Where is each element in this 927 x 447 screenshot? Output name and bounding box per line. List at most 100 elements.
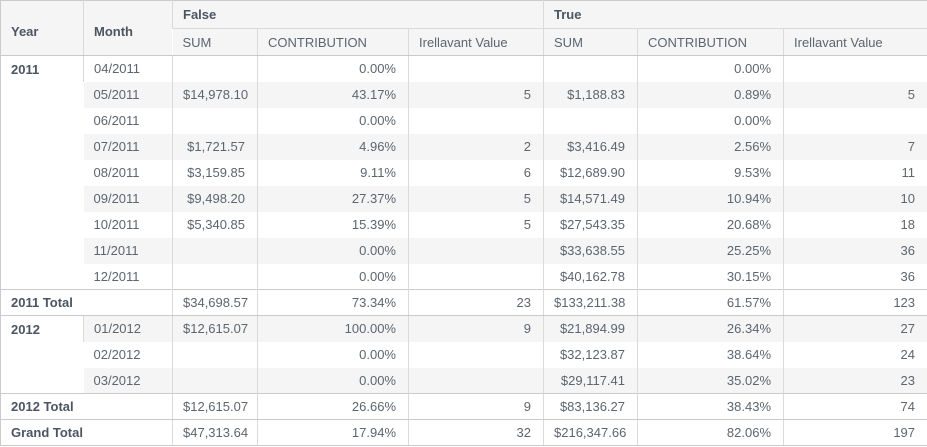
month-row: 06/2011 0.00% 0.00% [1,107,927,134]
false-contribution-cell: 0.00% [257,263,409,290]
true-irrelevant-value-header[interactable]: Irellavant Value [783,28,927,56]
true-sum-cell: $83,136.27 [543,393,638,420]
false-contribution-header[interactable]: CONTRIBUTION [257,28,409,56]
true-irrelevant-value-cell: 36 [783,263,927,290]
false-contribution-cell: 26.66% [257,393,409,420]
group-header-row: Year Month False True [0,0,927,56]
true-irrelevant-value-cell: 10 [783,185,927,212]
month-row: 12/2011 0.00% $40,162.78 30.15% 36 [1,263,927,290]
year-column-header[interactable]: Year [0,0,84,56]
true-sum-header[interactable]: SUM [543,28,638,56]
month-column-header[interactable]: Month [83,0,173,56]
true-sum-cell: $40,162.78 [543,263,638,290]
false-contribution-cell: 0.00% [257,367,409,394]
false-sum-cell: $14,978.10 [172,81,258,108]
month-cell: 12/2011 [93,268,140,284]
false-sum-cell: $5,340.85 [172,211,258,238]
false-contribution-cell: 43.17% [257,81,409,108]
pivot-table-body: 2011 04/2011 0.00% 0.00% 05/2011 $14,978.10 43… [0,55,927,446]
true-sum-cell: $27,543.35 [543,211,638,238]
month-row: 10/2011 $5,340.85 15.39% 5 $27,543.35 20.68% 1… [1,211,927,238]
month-row: 09/2011 $9,498.20 27.37% 5 $14,571.49 10.94% 1… [1,185,927,212]
month-cell: 03/2012 [83,367,173,394]
false-irrelevant-value-cell: 5 [407,211,544,238]
false-sum-cell: $9,498.20 [172,185,258,212]
true-sum-cell: $216,347.66 [543,419,638,446]
false-sum-cell [172,55,258,82]
month-row: 02/2012 0.00% $32,123.87 38.64% 24 [1,341,927,368]
false-irrelevant-value-cell [407,263,544,290]
month-row: 08/2011 $3,159.85 9.11% 6 $12,689.90 9.53% 11 [1,159,927,186]
false-sum-cell [172,341,258,368]
true-contribution-cell: 38.43% [637,393,784,420]
total-label-cell: Grand Total [0,419,173,446]
false-sum-cell: $12,615.07 [172,315,258,342]
month-row: 05/2011 $14,978.10 43.17% 5 $1,188.83 0.89% 5 [1,81,927,108]
month-cell: 08/2011 [93,165,140,180]
true-irrelevant-value-cell: 11 [783,159,927,186]
false-contribution-cell: 73.34% [257,289,409,316]
false-irrelevant-value-cell [407,107,544,134]
pivot-table-header: Year Month False True SUM CONTRIBUTION I… [0,0,927,56]
true-contribution-cell: 30.15% [637,263,784,290]
true-irrelevant-value-cell: 7 [783,133,927,160]
month-cell: 11/2011 [83,237,173,264]
false-sum-cell: $34,698.57 [172,289,258,316]
sub-header-row: SUM CONTRIBUTION Irellavant Value SUM CO… [1,28,927,56]
true-irrelevant-value-cell: 23 [783,367,927,394]
true-irrelevant-value-cell: 24 [783,341,927,368]
month-cell: 06/2011 [93,113,140,128]
month-row: 11/2011 0.00% $33,638.55 25.25% 36 [1,237,927,264]
true-contribution-cell: 61.57% [637,289,784,316]
month-row: 2011 04/2011 0.00% 0.00% [0,55,927,290]
true-contribution-cell: 0.89% [637,81,784,108]
group-header-false[interactable]: False [171,0,544,29]
month-cell: 01/2012 [83,315,173,342]
month-row: 03/2012 0.00% $29,117.41 35.02% 23 [1,367,927,394]
total-label-cell: 2011 Total [0,289,173,316]
false-sum-cell: $47,313.64 [172,419,258,446]
false-contribution-cell: 100.00% [257,315,409,342]
false-contribution-cell: 15.39% [257,211,409,238]
false-contribution-cell: 0.00% [257,341,409,368]
true-irrelevant-value-cell: 36 [783,237,927,264]
true-sum-cell: $21,894.99 [543,315,638,342]
false-irrelevant-value-header[interactable]: Irellavant Value [407,28,544,56]
false-irrelevant-value-cell: 32 [407,419,544,446]
true-contribution-cell: 9.53% [637,159,784,186]
true-contribution-cell: 35.02% [637,367,784,394]
true-sum-cell: $1,188.83 [543,81,638,108]
false-contribution-cell: 27.37% [257,185,409,212]
false-irrelevant-value-cell: 2 [407,133,544,160]
month-cell: 05/2011 [83,81,173,108]
year-cell: 2012 [0,315,84,394]
false-sum-cell: $12,615.07 [172,393,258,420]
true-sum-cell: $12,689.90 [543,159,638,186]
false-contribution-cell: 17.94% [257,419,409,446]
true-sum-cell: $133,211.38 [543,289,638,316]
false-sum-cell [172,107,258,134]
true-irrelevant-value-cell: 5 [783,81,927,108]
month-row: 07/2011 $1,721.57 4.96% 2 $3,416.49 2.56% 7 [1,133,927,160]
true-irrelevant-value-cell: 18 [783,211,927,238]
false-contribution-cell: 9.11% [257,159,409,186]
month-cell: 10/2011 [93,217,140,232]
true-contribution-cell: 20.68% [637,211,784,238]
total-row: 2012 Total $12,615.07 26.66% 9 $83,136.27 38.… [0,393,927,420]
month-cell: 07/2011 [83,133,173,160]
true-contribution-header[interactable]: CONTRIBUTION [637,28,784,56]
true-contribution-cell: 2.56% [637,133,784,160]
false-irrelevant-value-cell: 9 [407,393,544,420]
month-cell: 04/2011 [83,55,173,82]
true-irrelevant-value-cell: 197 [783,419,927,446]
false-irrelevant-value-cell: 6 [407,159,544,186]
true-contribution-cell: 25.25% [637,237,784,264]
true-irrelevant-value-cell: 123 [783,289,927,316]
true-sum-cell [543,107,638,134]
false-irrelevant-value-cell [407,55,544,82]
group-header-true[interactable]: True [543,0,927,29]
false-irrelevant-value-cell [407,367,544,394]
false-sum-header[interactable]: SUM [172,28,258,56]
